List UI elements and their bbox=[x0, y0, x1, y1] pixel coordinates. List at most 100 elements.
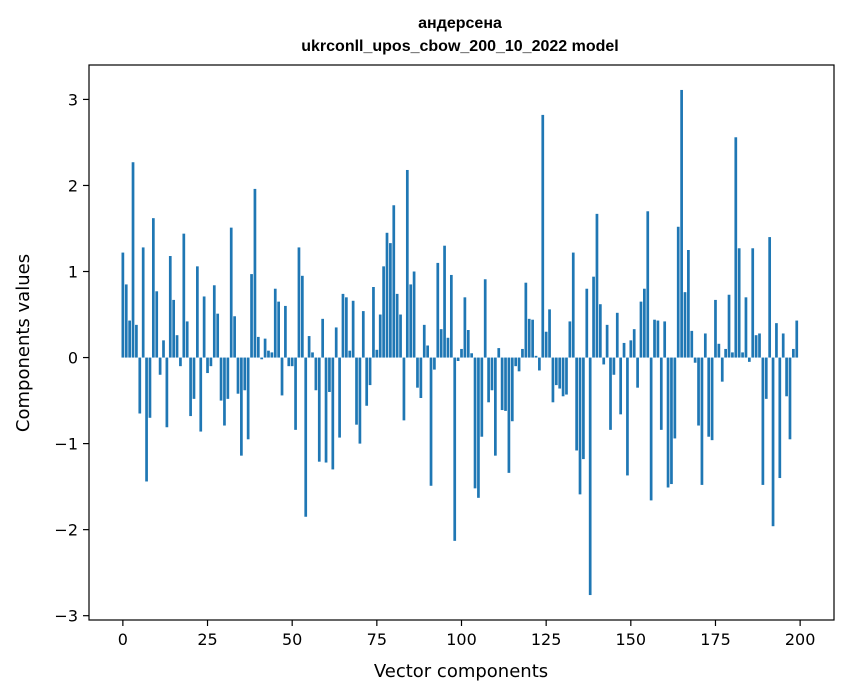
bar-38 bbox=[250, 274, 253, 358]
y-tick-label: −1 bbox=[54, 435, 78, 454]
bar-185 bbox=[747, 357, 751, 362]
bar-175 bbox=[714, 299, 717, 358]
bar-146 bbox=[615, 312, 619, 358]
bar-95 bbox=[443, 245, 446, 358]
bar-145 bbox=[612, 357, 616, 375]
bar-156 bbox=[649, 357, 653, 501]
bar-90 bbox=[426, 345, 429, 358]
bar-54 bbox=[304, 357, 308, 517]
bar-79 bbox=[389, 243, 392, 358]
bar-61 bbox=[328, 357, 331, 392]
bar-164 bbox=[676, 226, 680, 358]
bar-183 bbox=[741, 352, 744, 358]
bar-20 bbox=[189, 357, 192, 417]
bar-1 bbox=[124, 284, 128, 358]
bar-136 bbox=[582, 357, 585, 460]
bar-114 bbox=[507, 357, 511, 473]
bar-66 bbox=[345, 297, 348, 358]
bar-85 bbox=[409, 284, 413, 358]
bar-134 bbox=[575, 357, 578, 451]
bar-11 bbox=[158, 357, 162, 375]
bar-179 bbox=[727, 294, 731, 358]
bar-91 bbox=[429, 357, 433, 486]
bar-129 bbox=[558, 357, 562, 389]
bar-88 bbox=[419, 357, 423, 398]
bar-118 bbox=[521, 348, 524, 358]
bar-59 bbox=[321, 318, 325, 358]
x-axis-label: Vector components bbox=[374, 661, 548, 682]
bar-41 bbox=[260, 357, 264, 360]
bar-174 bbox=[710, 357, 714, 441]
bar-139 bbox=[592, 276, 595, 358]
bar-144 bbox=[609, 357, 612, 430]
bar-65 bbox=[341, 293, 345, 358]
bar-109 bbox=[490, 357, 494, 391]
bar-5 bbox=[138, 357, 142, 414]
bar-131 bbox=[565, 357, 568, 395]
bar-111 bbox=[497, 348, 501, 358]
bar-120 bbox=[527, 318, 531, 358]
x-tick-label: 50 bbox=[282, 630, 302, 649]
bar-96 bbox=[446, 337, 450, 358]
bar-141 bbox=[598, 304, 602, 358]
bar-56 bbox=[311, 352, 314, 358]
bar-27 bbox=[212, 285, 216, 358]
bar-153 bbox=[639, 301, 643, 358]
bar-77 bbox=[382, 266, 385, 358]
bar-157 bbox=[653, 319, 656, 358]
x-tick-label: 0 bbox=[118, 630, 128, 649]
bar-50 bbox=[290, 357, 294, 367]
bar-190 bbox=[764, 357, 768, 399]
bar-99 bbox=[456, 357, 460, 361]
y-tick-label: 3 bbox=[68, 90, 78, 109]
bar-107 bbox=[483, 279, 487, 358]
bar-160 bbox=[663, 321, 667, 358]
y-tick-label: 0 bbox=[68, 349, 78, 368]
bar-130 bbox=[561, 357, 565, 397]
bar-117 bbox=[517, 357, 521, 372]
bar-150 bbox=[629, 340, 633, 358]
bar-177 bbox=[720, 357, 724, 382]
bar-100 bbox=[460, 348, 463, 358]
bar-57 bbox=[314, 357, 318, 391]
bar-193 bbox=[775, 323, 778, 358]
x-tick-label: 200 bbox=[785, 630, 816, 649]
bar-178 bbox=[724, 348, 727, 358]
bar-184 bbox=[744, 297, 748, 358]
bar-147 bbox=[619, 357, 623, 415]
bar-108 bbox=[487, 357, 490, 403]
bar-159 bbox=[659, 357, 663, 430]
bar-15 bbox=[172, 299, 176, 358]
bar-0 bbox=[121, 252, 125, 358]
bar-192 bbox=[771, 357, 775, 527]
bar-124 bbox=[541, 114, 545, 358]
bar-7 bbox=[145, 357, 148, 482]
bar-35 bbox=[240, 357, 243, 456]
bar-13 bbox=[165, 357, 169, 428]
bar-165 bbox=[680, 89, 683, 358]
bar-154 bbox=[643, 288, 646, 358]
bar-18 bbox=[182, 233, 186, 358]
bar-191 bbox=[768, 237, 772, 358]
bar-186 bbox=[751, 248, 755, 358]
bar-163 bbox=[673, 357, 677, 439]
bar-123 bbox=[538, 357, 541, 371]
bar-197 bbox=[788, 357, 792, 440]
bar-132 bbox=[568, 321, 572, 358]
bar-127 bbox=[551, 357, 555, 403]
bar-64 bbox=[338, 357, 341, 438]
bar-81 bbox=[395, 293, 399, 358]
bar-101 bbox=[463, 297, 467, 358]
bar-70 bbox=[358, 357, 362, 444]
bar-113 bbox=[504, 357, 507, 411]
bar-194 bbox=[778, 357, 782, 479]
bar-181 bbox=[734, 137, 738, 358]
bar-21 bbox=[192, 357, 196, 399]
bar-32 bbox=[229, 227, 233, 358]
x-tick-label: 150 bbox=[616, 630, 647, 649]
bar-55 bbox=[307, 336, 311, 358]
bar-161 bbox=[666, 357, 670, 488]
bar-69 bbox=[355, 357, 358, 425]
bar-52 bbox=[297, 247, 301, 358]
